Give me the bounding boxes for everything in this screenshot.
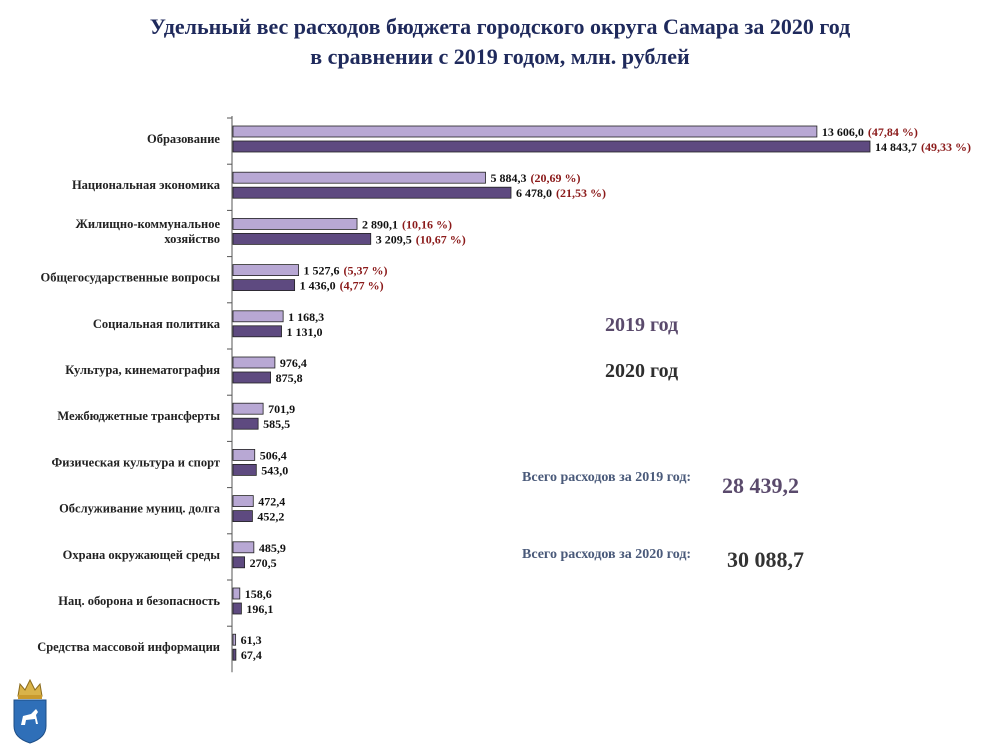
bar-2020 xyxy=(232,232,372,245)
bar-2020 xyxy=(232,140,871,153)
bar-2019 xyxy=(232,171,486,184)
percent-label: (49,33 %) xyxy=(921,140,971,154)
samara-coat-of-arms-icon xyxy=(13,678,47,744)
page-title: Удельный вес расходов бюджета городского… xyxy=(0,12,1000,72)
percent-label: (47,84 %) xyxy=(868,125,918,139)
percent-label: (5,37 %) xyxy=(344,264,388,278)
category-label-line: Социальная политика xyxy=(93,317,221,331)
bar-2019 xyxy=(232,356,276,369)
data-label: 158,6 xyxy=(245,587,272,601)
bar-2020 xyxy=(232,510,253,523)
title-line-2: в сравнении с 2019 годом, млн. рублей xyxy=(310,44,690,69)
data-label: 585,5 xyxy=(263,417,290,431)
data-label: 1 527,6 xyxy=(304,264,340,278)
data-label: 1 436,0 xyxy=(300,279,336,293)
bar-2020 xyxy=(232,417,259,430)
bar-2019 xyxy=(232,310,284,323)
data-label: 701,9 xyxy=(268,402,295,416)
category-label: Социальная политика xyxy=(93,317,221,331)
data-label: 485,9 xyxy=(259,541,286,555)
bar-2020 xyxy=(232,556,246,569)
category-label: Национальная экономика xyxy=(72,178,221,192)
category-label: Нац. оборона и безопасность xyxy=(58,594,220,608)
bar-2019 xyxy=(232,217,358,230)
bar-2019 xyxy=(232,633,237,646)
category-label-line: Межбюджетные трансферты xyxy=(57,409,220,423)
data-label: 270,5 xyxy=(250,556,277,570)
total-2019-label: Всего расходов за 2019 год: xyxy=(522,470,692,485)
data-label: 472,4 xyxy=(258,495,285,509)
data-label: 976,4 xyxy=(280,356,307,370)
category-label-line: Нац. оборона и безопасность xyxy=(58,594,220,608)
bar-2020 xyxy=(232,602,242,615)
bar-2020 xyxy=(232,463,257,476)
data-label: 5 884,3 xyxy=(491,171,527,185)
category-label: Физическая культура и спорт xyxy=(51,455,220,469)
category-label-line: Средства массовой информации xyxy=(37,640,220,654)
category-label-line: Образование xyxy=(147,132,220,146)
category-label-line: Обслуживание муниц. долга xyxy=(59,502,221,516)
data-label: 1 131,0 xyxy=(287,325,323,339)
category-label-line: Национальная экономика xyxy=(72,178,221,192)
data-label: 1 168,3 xyxy=(288,310,324,324)
percent-label: (20,69 %) xyxy=(531,171,581,185)
bar-2020 xyxy=(232,279,296,292)
percent-label: (4,77 %) xyxy=(340,279,384,293)
category-label-line: Физическая культура и спорт xyxy=(51,455,220,469)
bar-2019 xyxy=(232,587,241,600)
bar-2020 xyxy=(232,325,282,338)
category-label-line: хозяйство xyxy=(164,232,220,246)
data-label: 875,8 xyxy=(276,371,303,385)
data-label: 67,4 xyxy=(241,648,262,662)
bar-2019 xyxy=(232,495,254,508)
percent-label: (21,53 %) xyxy=(556,186,606,200)
total-2020-value: 30 088,7 xyxy=(727,547,804,572)
bar-2019 xyxy=(232,125,818,138)
category-label-line: Общегосударственные вопросы xyxy=(40,271,220,285)
bar-2020 xyxy=(232,648,237,661)
data-label: 13 606,0 xyxy=(822,125,864,139)
data-label: 196,1 xyxy=(246,602,273,616)
bar-2020 xyxy=(232,186,512,199)
data-label: 6 478,0 xyxy=(516,186,552,200)
legend-2020: 2020 год xyxy=(605,360,679,382)
bar-2019 xyxy=(232,264,299,277)
category-label: Средства массовой информации xyxy=(37,640,220,654)
category-label: Обслуживание муниц. долга xyxy=(59,502,221,516)
data-label: 452,2 xyxy=(257,510,284,524)
category-label: Жилищно-коммунальное хозяйство xyxy=(76,217,221,246)
category-label: Общегосударственные вопросы xyxy=(40,271,220,285)
data-label: 61,3 xyxy=(241,633,262,647)
bar-2019 xyxy=(232,541,255,554)
category-label: Образование xyxy=(147,132,220,146)
total-2020-label: Всего расходов за 2020 год: xyxy=(522,547,692,562)
data-label: 543,0 xyxy=(261,463,288,477)
category-label: Культура, кинематография xyxy=(65,363,220,377)
category-label: Межбюджетные трансферты xyxy=(57,409,220,423)
title-line-1: Удельный вес расходов бюджета городского… xyxy=(149,14,851,39)
percent-label: (10,16 %) xyxy=(402,217,452,231)
bar-2019 xyxy=(232,448,256,461)
bar-2020 xyxy=(232,371,271,384)
total-2019-value: 28 439,2 xyxy=(722,473,799,498)
category-label-line: Культура, кинематография xyxy=(65,363,220,377)
data-label: 14 843,7 xyxy=(875,140,917,154)
data-label: 506,4 xyxy=(260,448,287,462)
bar-2019 xyxy=(232,402,264,415)
category-label: Охрана окружающей среды xyxy=(63,548,221,562)
legend-2019: 2019 год xyxy=(605,314,679,336)
data-label: 3 209,5 xyxy=(376,232,412,246)
category-label-line: Жилищно-коммунальное xyxy=(76,217,221,231)
data-label: 2 890,1 xyxy=(362,217,398,231)
category-label-line: Охрана окружающей среды xyxy=(63,548,221,562)
percent-label: (10,67 %) xyxy=(416,232,466,246)
